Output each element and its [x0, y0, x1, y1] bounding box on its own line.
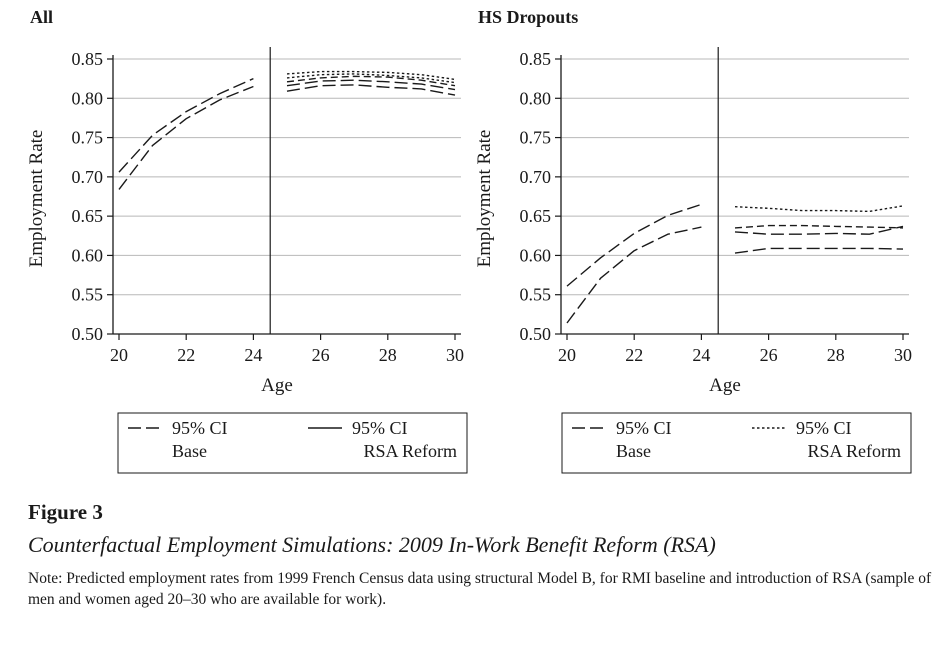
x-tick-label: 28 [827, 345, 845, 365]
y-tick-label: 0.60 [72, 245, 104, 265]
y-tick-label: 0.55 [520, 285, 552, 305]
figure-title: Counterfactual Employment Simulations: 2… [28, 532, 716, 557]
legend-box [561, 412, 912, 474]
legend-label-rsa: 95% CI [352, 418, 408, 438]
series-line-rsa-6 [286, 70, 456, 81]
y-tick-label: 0.70 [520, 167, 552, 187]
y-tick-label: 0.85 [520, 49, 552, 69]
y-tick-label: 0.80 [520, 88, 552, 108]
y-tick-label: 0.50 [520, 324, 552, 344]
y-tick-label: 0.65 [72, 206, 104, 226]
series-line-base-1 [566, 226, 702, 324]
x-tick-label: 30 [446, 345, 464, 365]
y-tick-label: 0.75 [72, 128, 104, 148]
legend-label-base: 95% CI [616, 418, 672, 438]
x-tick-label: 24 [244, 345, 262, 365]
y-tick-label: 0.55 [72, 285, 104, 305]
series-line-base-0 [118, 77, 254, 173]
y-tick-label: 0.70 [72, 167, 104, 187]
panel-title: HS Dropouts [478, 7, 578, 27]
x-tick-label: 20 [558, 345, 576, 365]
x-tick-label: 22 [177, 345, 195, 365]
series-line-base-2 [286, 84, 456, 96]
x-tick-label: 24 [692, 345, 710, 365]
y-tick-label: 0.50 [72, 324, 104, 344]
figure-3-chart: All 0.50 0.55 0.60 0.65 0.70 0.75 0.80 0.85 20 22 2… [26, 7, 912, 474]
series-line-rsa-5 [734, 205, 904, 213]
legend-sublabel-rsa: RSA Reform [807, 441, 901, 461]
y-tick-label: 0.60 [520, 245, 552, 265]
series-line-base-3 [286, 79, 456, 91]
panel-all: All 0.50 0.55 0.60 0.65 0.70 0.75 0.80 0.85 20 22 2… [26, 7, 468, 474]
y-tick-label: 0.65 [520, 206, 552, 226]
x-tick-label: 26 [312, 345, 330, 365]
legend-sublabel-rsa: RSA Reform [363, 441, 457, 461]
series-line-base-0 [566, 203, 702, 287]
series-line-rsa-4 [286, 75, 456, 87]
y-axis-title: Employment Rate [474, 130, 495, 268]
y-axis-title: Employment Rate [26, 130, 47, 268]
panel-hs-dropouts: HS Dropouts 0.50 0.55 0.60 0.65 0.70 0.75 0.80 0… [474, 7, 912, 474]
x-tick-label: 30 [894, 345, 912, 365]
x-tick-label: 22 [625, 345, 643, 365]
series-line-base-1 [118, 85, 254, 190]
x-tick-label: 20 [110, 345, 128, 365]
x-axis-title: Age [261, 375, 293, 396]
series-line-rsa-5 [286, 73, 456, 84]
x-axis-title: Age [709, 375, 741, 396]
panel-title: All [30, 7, 53, 27]
legend-label-base: 95% CI [172, 418, 228, 438]
legend-box [117, 412, 468, 474]
x-tick-label: 28 [379, 345, 397, 365]
figure-label: Figure 3 [28, 500, 103, 524]
y-tick-label: 0.80 [72, 88, 104, 108]
figure-note: Note: Predicted employment rates from 19… [28, 570, 932, 608]
legend-label-rsa: 95% CI [796, 418, 852, 438]
series-line-base-2 [734, 247, 904, 254]
legend-sublabel-base: Base [616, 441, 651, 461]
series-line-base-3 [734, 225, 904, 235]
y-tick-label: 0.85 [72, 49, 104, 69]
series-line-rsa-4 [734, 224, 904, 229]
y-tick-label: 0.75 [520, 128, 552, 148]
x-tick-label: 26 [760, 345, 778, 365]
legend-sublabel-base: Base [172, 441, 207, 461]
